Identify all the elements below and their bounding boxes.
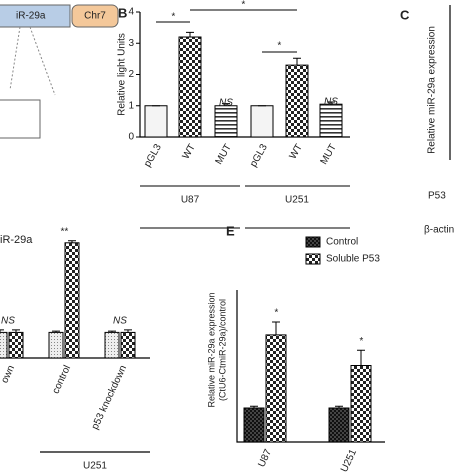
c-actin: β-actin <box>424 225 454 236</box>
d-group-label: U251 <box>83 461 107 472</box>
c-y-label: Relative miR-29a expression <box>427 26 438 154</box>
annotation: NS <box>1 315 15 326</box>
x-tick-label: WT <box>181 142 198 161</box>
panel-label: B <box>118 5 127 20</box>
bar <box>328 407 350 443</box>
error-bar <box>293 57 301 66</box>
group-label: U251 <box>285 195 309 206</box>
y-axis-label: (CtU6-CtmiR-29a)/control <box>217 299 227 401</box>
error-bar <box>0 329 4 333</box>
axis <box>139 12 350 138</box>
legend-swatch <box>305 236 321 248</box>
error-bar <box>357 349 365 366</box>
annotation: * <box>359 336 364 347</box>
annotation: NS <box>219 98 233 109</box>
legend-label: Control <box>326 237 358 248</box>
error-bar <box>12 329 20 333</box>
error-bar <box>124 329 132 333</box>
x-tick-label: MUT <box>214 142 234 166</box>
error-bar <box>52 330 60 333</box>
legend-swatch <box>305 253 321 265</box>
error-bar <box>222 103 230 106</box>
error-bar <box>327 101 335 105</box>
y-tick-label: 2 <box>128 69 134 80</box>
d-title: iR-29a <box>0 234 33 246</box>
x-tick-label: own <box>0 364 17 385</box>
c-label: C <box>400 7 410 22</box>
bar <box>104 331 120 359</box>
y-axis-label: Relative light Units <box>117 33 128 116</box>
bar <box>350 365 372 443</box>
x-tick-label: MUT <box>319 142 339 166</box>
bar <box>48 331 64 359</box>
y-axis-label: Relative miR-29a expression <box>206 292 216 407</box>
annotation: NS <box>324 97 338 108</box>
annotation: * <box>277 41 282 52</box>
x-tick-label: U251 <box>339 447 359 474</box>
annotation: NS <box>113 315 127 326</box>
bar <box>178 36 202 138</box>
a-frame <box>0 99 41 139</box>
annotation: * <box>241 0 246 11</box>
annotation: * <box>171 12 176 23</box>
bar <box>214 105 238 138</box>
error-bar <box>108 330 116 333</box>
annotation: * <box>274 308 279 319</box>
panel-label: E <box>226 223 235 238</box>
x-tick-label: U87 <box>256 447 274 469</box>
y-tick-label: 3 <box>128 38 134 49</box>
bar <box>265 334 287 443</box>
x-tick-label: pGL3 <box>248 142 270 169</box>
y-tick-label: 0 <box>128 132 134 143</box>
a-chr-label: Chr7 <box>84 11 106 22</box>
bar <box>0 331 8 359</box>
bar <box>243 407 265 443</box>
x-tick-label: p53 knockdown <box>90 364 129 432</box>
group-label: U87 <box>181 195 200 206</box>
y-tick-label: 1 <box>128 100 134 111</box>
legend-label: Soluble P53 <box>326 254 380 265</box>
error-bar <box>68 240 76 243</box>
bar <box>285 64 309 138</box>
x-tick-label: pGL3 <box>142 142 164 169</box>
bar <box>144 105 168 138</box>
bar <box>120 331 136 359</box>
a-chr-box <box>71 4 119 28</box>
y-tick-label: 4 <box>128 7 134 18</box>
error-bar <box>186 31 194 37</box>
error-bar <box>335 405 343 408</box>
a-guides <box>9 26 56 96</box>
error-bar <box>250 405 258 408</box>
x-tick-label: control <box>50 364 73 396</box>
bar <box>319 103 343 138</box>
annotation: ** <box>60 226 69 237</box>
error-bar <box>272 321 280 335</box>
bar <box>64 242 80 359</box>
bar <box>8 331 24 359</box>
bar <box>250 105 274 138</box>
c-p53: P53 <box>428 191 446 202</box>
a-box-label: iR-29a <box>16 11 46 22</box>
a-box <box>0 4 71 28</box>
x-tick-label: WT <box>288 142 305 161</box>
